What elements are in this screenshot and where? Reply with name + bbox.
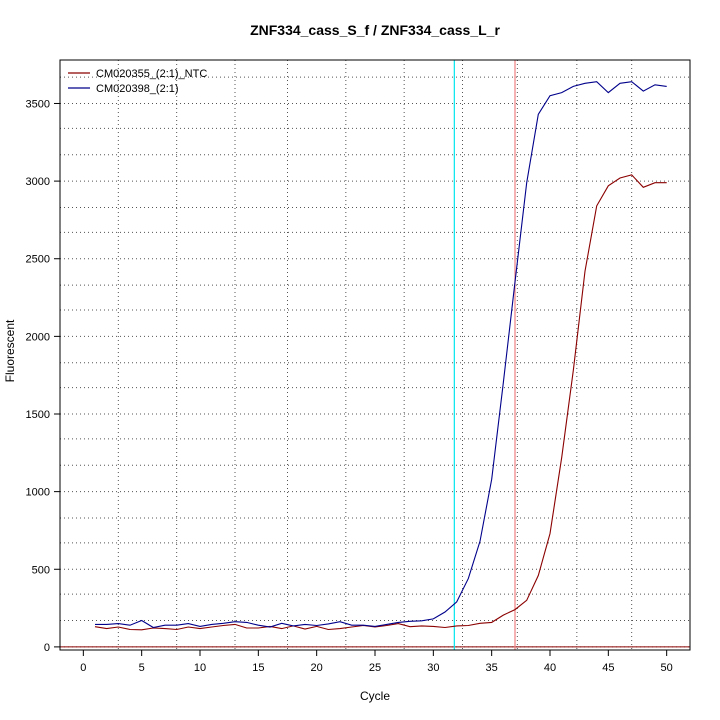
y-tick-label: 3500	[26, 98, 50, 110]
x-tick-label: 25	[369, 662, 381, 674]
y-axis-title: Fluorescent	[3, 319, 17, 382]
series-line-1	[94, 174, 667, 631]
y-tick-label: 2500	[26, 254, 50, 266]
x-tick-label: 0	[80, 662, 86, 674]
x-tick-label: 20	[311, 662, 323, 674]
y-tick-label: 0	[44, 642, 50, 654]
legend-label-1: CM020355_(2:1)_NTC	[96, 68, 207, 80]
series-line-2	[95, 81, 667, 629]
x-tick-label: 45	[602, 662, 614, 674]
legend-label-2: CM020398_(2:1)	[96, 83, 179, 95]
x-tick-label: 40	[544, 662, 556, 674]
y-tick-label: 1500	[26, 409, 50, 421]
y-tick-label: 1000	[26, 487, 50, 499]
axes: 0 5 10 15 20 25 30 35 40 45 5005001000150020002500…	[26, 59, 691, 674]
x-tick-label: 5	[139, 662, 145, 674]
y-tick-label: 500	[32, 564, 50, 576]
x-axis-title: Cycle	[360, 689, 390, 703]
y-tick-label: 3000	[26, 176, 50, 188]
y-tick-label: 2000	[26, 331, 50, 343]
x-tick-label: 35	[486, 662, 498, 674]
x-tick-label: 10	[194, 662, 206, 674]
grid	[60, 60, 690, 650]
x-tick-label: 30	[427, 662, 439, 674]
x-tick-label: 15	[252, 662, 264, 674]
chart-title: ZNF334_cass_S_f / ZNF334_cass_L_r	[250, 22, 500, 38]
plot-frame	[59, 59, 691, 651]
series-lines	[94, 81, 667, 631]
x-tick-label: 50	[661, 662, 673, 674]
legend: CM020355_(2:1)_NTC CM020398_(2:1)	[68, 68, 207, 95]
